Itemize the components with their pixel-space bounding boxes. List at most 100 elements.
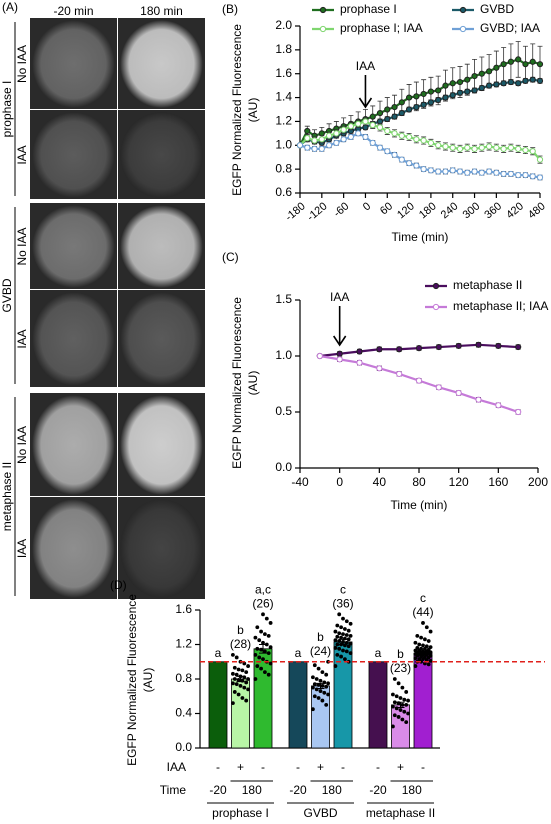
- data-point: [435, 168, 442, 175]
- data-point: [405, 160, 413, 167]
- data-point: [522, 146, 529, 154]
- data-point: [384, 115, 391, 123]
- row-label: Time: [160, 783, 187, 797]
- x-tick-label: 40: [373, 475, 387, 489]
- data-point: [263, 670, 267, 674]
- x-tick-label: 120: [395, 200, 417, 221]
- data-point: [428, 645, 433, 649]
- legend-label: prophase I: [340, 2, 397, 16]
- data-point: [449, 144, 456, 151]
- data-point: [464, 88, 471, 95]
- x-tick-label: 80: [412, 475, 426, 489]
- data-point: [231, 681, 235, 686]
- row-label: No IAA: [15, 45, 29, 83]
- data-point: [413, 104, 420, 111]
- data-point: [344, 640, 349, 645]
- data-point: [255, 664, 260, 668]
- row-label: IAA: [15, 539, 29, 558]
- data-point: [347, 133, 355, 141]
- y-axis-title: (AU): [141, 668, 155, 693]
- data-point: [405, 94, 413, 101]
- data-point: [384, 127, 391, 135]
- y-axis-title: (AU): [246, 371, 260, 396]
- data-point: [369, 113, 376, 120]
- data-point: [339, 635, 343, 640]
- series-line: [299, 58, 541, 146]
- group-label: GVBD: [303, 806, 337, 820]
- n-label: (28): [230, 637, 251, 651]
- data-point: [515, 408, 522, 416]
- data-point: [536, 61, 544, 68]
- data-point: [311, 145, 318, 152]
- data-point: [304, 127, 311, 135]
- y-tick-label: 0.5: [275, 404, 292, 418]
- data-point: [493, 144, 500, 151]
- oocyte: [120, 395, 203, 495]
- iaa-sign: -: [376, 760, 380, 774]
- y-tick-label: 1.6: [175, 602, 192, 616]
- y-axis-title: EGFP Normalized Fluorescence: [230, 297, 244, 469]
- oocyte: [120, 292, 203, 386]
- data-point: [263, 649, 267, 654]
- data-point: [259, 629, 263, 634]
- n-label: (36): [332, 596, 353, 610]
- data-point: [428, 658, 433, 663]
- data-point: [500, 80, 507, 87]
- data-point: [420, 166, 427, 173]
- data-point: [344, 619, 349, 624]
- bar: [208, 661, 228, 749]
- data-point: [398, 132, 405, 139]
- iaa-sign: +: [317, 760, 324, 774]
- oocyte: [120, 205, 203, 288]
- legend-marker: [432, 303, 440, 311]
- data-point: [415, 646, 420, 650]
- data-point: [391, 704, 395, 709]
- legend-label: GVBD: [480, 2, 514, 16]
- data-point: [336, 350, 343, 357]
- iaa-sign: -: [341, 760, 345, 774]
- series-line: [299, 78, 541, 147]
- data-point: [391, 692, 395, 697]
- data-point: [232, 665, 237, 670]
- panel-label: (C): [222, 250, 239, 264]
- data-point: [244, 698, 249, 703]
- data-point: [376, 124, 384, 131]
- data-point: [435, 384, 442, 391]
- annotation-arrowhead: [358, 97, 373, 109]
- data-point: [261, 657, 265, 662]
- oocyte: [120, 499, 203, 598]
- data-point: [449, 80, 456, 87]
- y-axis-title: EGFP Normalized Fluorescence: [125, 594, 139, 766]
- data-point: [529, 148, 536, 155]
- data-point: [485, 168, 493, 175]
- legend-marker: [319, 6, 327, 14]
- data-point: [478, 70, 485, 77]
- data-point: [344, 633, 349, 637]
- data-point: [348, 621, 353, 626]
- data-point: [236, 677, 241, 682]
- data-point: [259, 666, 263, 671]
- data-point: [417, 642, 422, 647]
- legend-label: prophase I; IAA: [340, 21, 423, 35]
- data-point: [311, 675, 315, 680]
- y-tick-label: 0.0: [275, 460, 292, 474]
- data-point: [424, 625, 429, 630]
- data-point: [314, 677, 319, 681]
- data-point: [396, 681, 401, 686]
- data-point: [442, 94, 449, 101]
- time-label: -20: [289, 783, 307, 797]
- data-point: [442, 82, 449, 89]
- data-point: [398, 99, 405, 106]
- data-point: [320, 670, 325, 674]
- bar: [333, 641, 353, 749]
- data-point: [529, 58, 536, 65]
- data-point: [391, 130, 398, 137]
- data-point: [515, 343, 522, 351]
- data-point: [355, 130, 362, 137]
- data-point: [507, 58, 515, 65]
- data-point: [240, 696, 245, 700]
- data-point: [343, 627, 347, 631]
- n-label: (24): [310, 644, 331, 658]
- data-point: [426, 662, 431, 667]
- data-point: [335, 652, 340, 657]
